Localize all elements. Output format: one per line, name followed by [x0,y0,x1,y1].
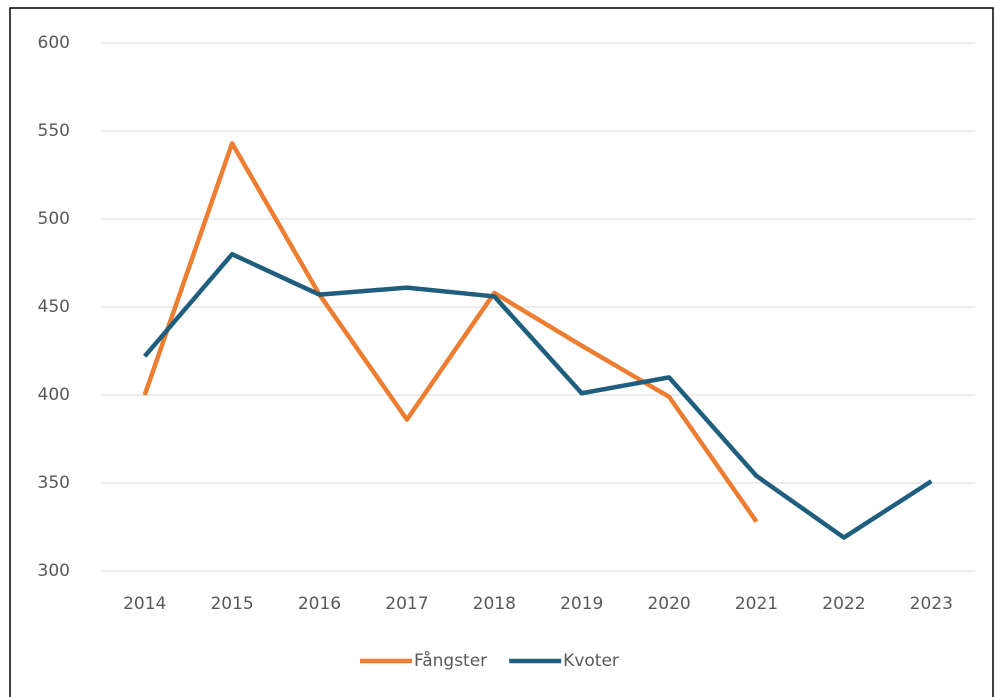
y-tick-label: 300 [38,561,70,581]
frame [9,7,994,697]
x-tick-label: 2017 [385,594,428,614]
legend-label: Kvoter [563,651,619,671]
line-series [142,251,933,540]
y-tick-label: 400 [38,385,70,405]
x-tick-label: 2023 [910,594,953,614]
legend-label: Fångster [414,650,487,671]
x-tick-label: 2022 [822,594,865,614]
y-tick-label: 350 [38,473,70,493]
x-tick-label: 2019 [560,594,603,614]
x-tick-label: 2015 [210,594,253,614]
x-tick-label: 2014 [123,594,166,614]
x-tick-label: 2021 [735,594,778,614]
y-tick-label: 600 [38,33,70,53]
line-series [142,141,759,524]
x-tick-label: 2018 [473,594,516,614]
y-tick-label: 500 [38,209,70,229]
x-tick-label: 2020 [647,594,690,614]
x-tick-label: 2016 [298,594,341,614]
y-tick-label: 550 [38,121,70,141]
y-tick-label: 450 [38,297,70,317]
